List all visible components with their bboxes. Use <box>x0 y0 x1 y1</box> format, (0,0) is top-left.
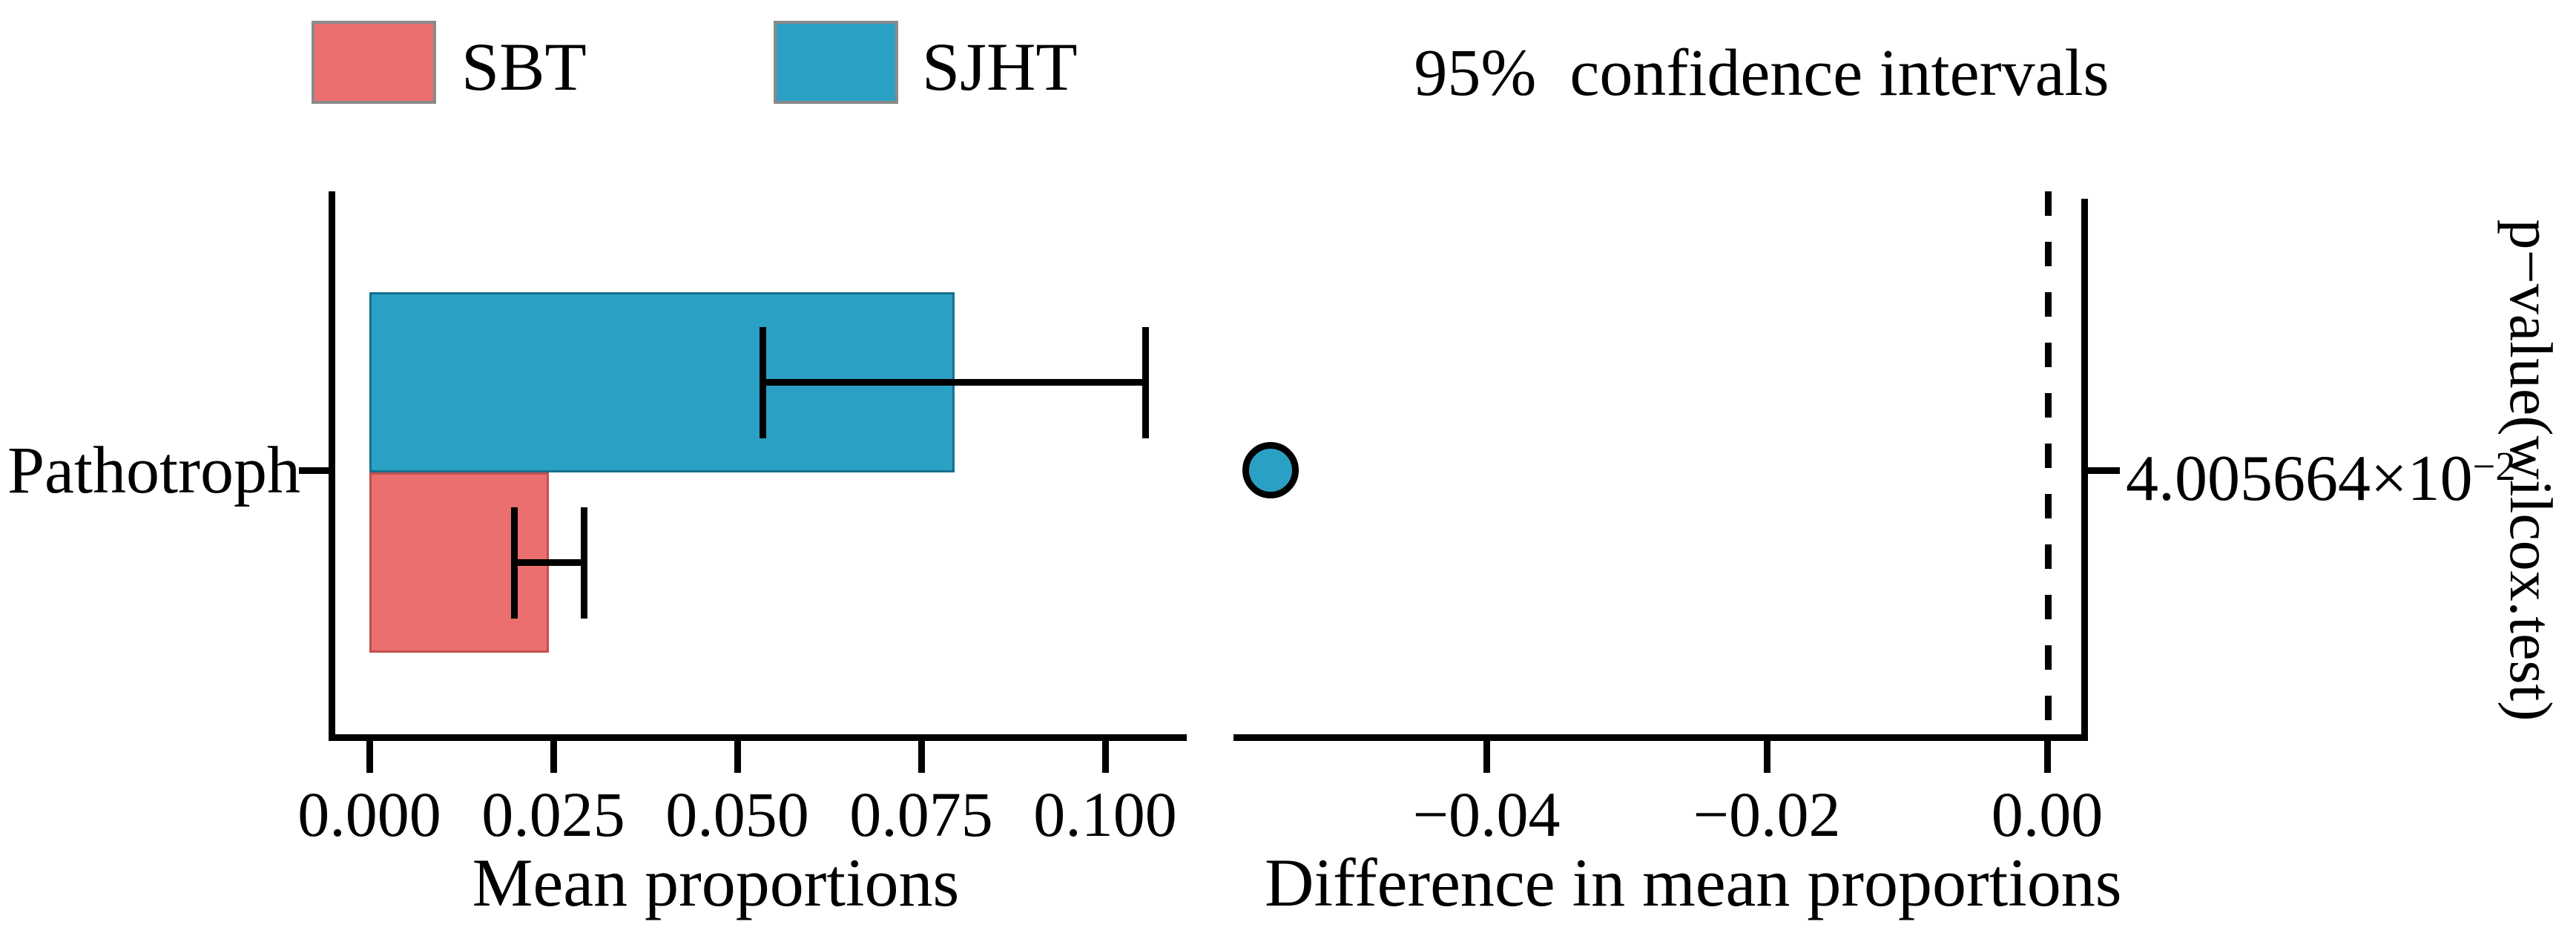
x-tick-label: 0.000 <box>297 779 441 850</box>
zero-dashed-line <box>2045 191 2052 734</box>
x-tick-label: −0.04 <box>1412 779 1561 850</box>
category-tick <box>299 467 332 474</box>
category-label: Pathotroph <box>7 434 300 507</box>
x-tick <box>1483 734 1490 773</box>
errorbar-sbt-cap-high <box>581 507 588 619</box>
x-tick-label: 0.00 <box>1991 779 2104 850</box>
legend-swatch-sbt <box>312 21 436 104</box>
x-tick <box>366 734 373 773</box>
x-tick <box>550 734 557 773</box>
errorbar-sjht-cap-high <box>1142 326 1150 438</box>
errorbar-sjht-cap-low <box>760 326 767 438</box>
right-panel-title: 95% confidence intervals <box>1414 36 2109 110</box>
x-tick <box>1102 734 1109 773</box>
pvalue-tick <box>2081 467 2120 474</box>
pvalue-exponent: −2 <box>2472 443 2516 489</box>
right-panel-x-axis-line <box>1233 734 2088 741</box>
x-tick <box>918 734 925 773</box>
x-tick-label: 0.025 <box>481 779 625 850</box>
errorbar-sjht-line <box>762 379 1146 386</box>
left-panel-y-axis-line <box>329 191 335 741</box>
errorbar-sbt-line <box>514 559 584 566</box>
legend-label-sbt: SBT <box>461 29 587 105</box>
x-tick-label: −0.02 <box>1693 779 1841 850</box>
x-tick <box>2044 734 2051 773</box>
right-x-axis-label: Difference in mean proportions <box>1265 845 2122 920</box>
x-tick-label: 0.075 <box>849 779 993 850</box>
difference-point <box>1242 442 1299 498</box>
legend-swatch-sjht <box>774 21 898 104</box>
x-tick <box>734 734 741 773</box>
left-panel-x-axis-line <box>329 734 1187 741</box>
pvalue-base: 4.005664×10 <box>2126 443 2473 515</box>
x-tick-label: 0.050 <box>665 779 809 850</box>
pvalue-label: 4.005664×10−2 <box>2126 443 2516 515</box>
errorbar-sbt-cap-low <box>510 507 518 619</box>
x-tick <box>1764 734 1770 773</box>
left-x-axis-label: Mean proportions <box>472 845 960 920</box>
legend-label-sjht: SJHT <box>922 29 1078 105</box>
right-y-axis-label: p−value(wilcox.test) <box>2497 219 2565 722</box>
x-tick-label: 0.100 <box>1033 779 1177 850</box>
